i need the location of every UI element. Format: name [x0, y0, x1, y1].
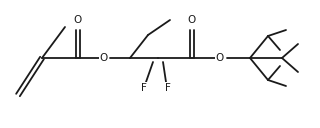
Text: O: O — [74, 15, 82, 25]
Text: O: O — [100, 53, 108, 63]
Text: O: O — [216, 53, 224, 63]
Text: O: O — [188, 15, 196, 25]
Text: F: F — [165, 83, 171, 93]
Text: F: F — [141, 83, 147, 93]
